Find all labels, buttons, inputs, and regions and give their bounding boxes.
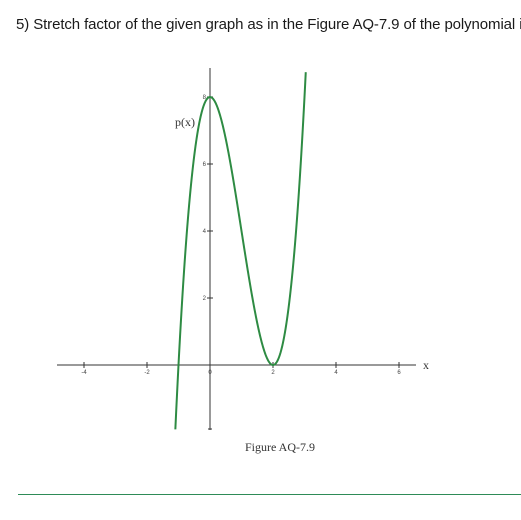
y-tick-label: 4 — [203, 229, 207, 235]
x-tick-label: 2 — [271, 370, 275, 376]
polynomial-graph: -4 -2 0 2 4 6 2 4 6 8 p(x) x Figure AQ-7.9 — [57, 68, 429, 454]
polynomial-curve — [174, 72, 307, 430]
y-tick-label: 2 — [203, 296, 207, 302]
x-tick-label: 0 — [208, 370, 212, 376]
y-tick-label: 6 — [203, 162, 207, 168]
question-text: 5) Stretch factor of the given graph as … — [16, 16, 521, 33]
axes — [57, 68, 416, 430]
x-tick-label: 4 — [334, 370, 338, 376]
divider-line — [18, 494, 521, 495]
tick-labels: -4 -2 0 2 4 6 2 4 6 8 — [81, 95, 401, 376]
tick-marks — [83, 96, 400, 430]
y-tick-label: 8 — [203, 95, 207, 101]
figure-caption: Figure AQ-7.9 — [245, 440, 315, 454]
x-axis-label: x — [423, 358, 429, 372]
x-tick-label: -4 — [81, 370, 87, 376]
y-axis-label: p(x) — [175, 115, 195, 129]
x-tick-label: 6 — [397, 370, 401, 376]
x-tick-label: -2 — [144, 370, 150, 376]
